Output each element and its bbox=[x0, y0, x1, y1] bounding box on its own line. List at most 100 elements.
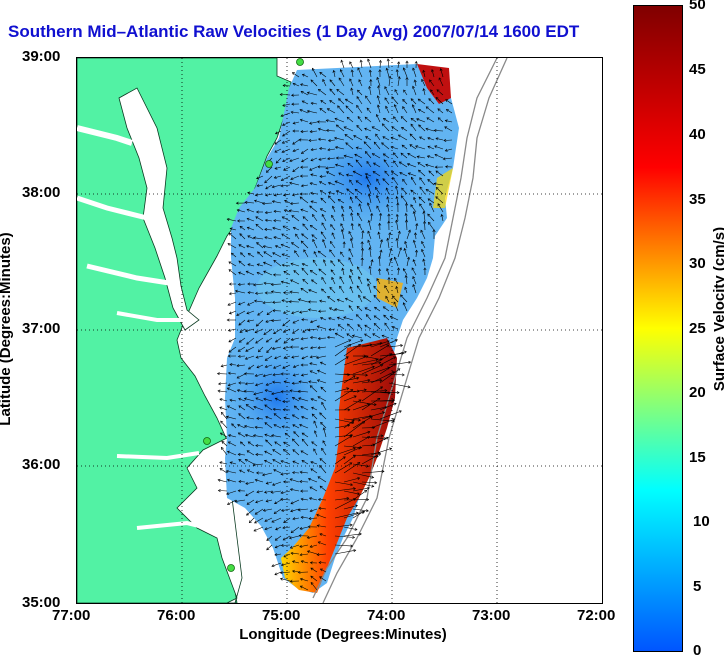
velocity-arrow-head bbox=[309, 205, 313, 209]
velocity-arrow-head bbox=[402, 106, 406, 110]
velocity-arrow-head bbox=[280, 472, 284, 476]
velocity-arrow-head bbox=[300, 363, 304, 367]
velocity-arrow bbox=[385, 106, 390, 114]
velocity-arrow-head bbox=[402, 178, 406, 182]
velocity-arrow bbox=[409, 144, 417, 150]
velocity-arrow bbox=[373, 323, 381, 330]
velocity-arrow-head bbox=[300, 83, 303, 87]
velocity-arrow-head bbox=[417, 109, 421, 112]
velocity-arrow-head bbox=[385, 105, 388, 109]
velocity-arrow bbox=[244, 390, 255, 393]
velocity-arrow-head bbox=[263, 281, 267, 285]
velocity-arrow bbox=[283, 310, 291, 314]
velocity-arrow bbox=[388, 373, 405, 376]
velocity-arrow-head bbox=[229, 363, 233, 367]
velocity-arrow bbox=[350, 269, 354, 276]
velocity-arrow-head bbox=[404, 219, 409, 223]
velocity-arrow-head bbox=[328, 191, 332, 195]
velocity-arrow-head bbox=[365, 509, 369, 513]
velocity-arrow-head bbox=[365, 314, 369, 318]
velocity-arrow bbox=[335, 146, 345, 150]
velocity-arrow-head bbox=[247, 291, 251, 295]
velocity-arrow bbox=[376, 205, 381, 213]
velocity-arrow-head bbox=[293, 431, 297, 435]
velocity-arrow-head bbox=[309, 362, 313, 366]
velocity-arrow-head bbox=[236, 389, 240, 393]
velocity-arrow-head bbox=[322, 427, 326, 431]
velocity-arrow-head bbox=[400, 344, 404, 348]
velocity-arrow bbox=[291, 526, 300, 533]
velocity-arrow-head bbox=[292, 129, 296, 133]
velocity-arrow bbox=[272, 227, 282, 231]
velocity-arrow-head bbox=[321, 222, 325, 226]
velocity-arrow-head bbox=[349, 196, 353, 200]
velocity-arrows bbox=[216, 58, 453, 591]
velocity-arrow-head bbox=[246, 450, 250, 454]
colorbar-label: Surface Velocity (cm/s) bbox=[711, 226, 724, 392]
velocity-arrow-head bbox=[319, 465, 323, 469]
velocity-arrow bbox=[218, 490, 228, 492]
velocity-arrow-head bbox=[425, 163, 429, 167]
velocity-arrow bbox=[300, 209, 309, 213]
velocity-arrow-head bbox=[395, 195, 399, 199]
velocity-arrow-head bbox=[364, 151, 368, 154]
velocity-arrow-head bbox=[346, 333, 350, 337]
velocity-arrow bbox=[282, 225, 291, 231]
map-canvas bbox=[77, 58, 602, 603]
velocity-arrow-head bbox=[439, 68, 443, 72]
velocity-arrow bbox=[371, 126, 381, 132]
velocity-arrow bbox=[434, 154, 444, 159]
velocity-arrow-head bbox=[358, 294, 361, 298]
velocity-arrow-head bbox=[231, 423, 235, 427]
velocity-arrow bbox=[300, 406, 309, 411]
velocity-arrow-head bbox=[364, 116, 368, 120]
velocity-arrow-head bbox=[290, 551, 294, 555]
velocity-arrow bbox=[271, 562, 282, 567]
velocity-arrow-head bbox=[221, 441, 225, 444]
velocity-arrow-head bbox=[257, 312, 261, 316]
map-plot-area[interactable] bbox=[76, 57, 603, 604]
y-tick: 38:00 bbox=[22, 184, 61, 201]
velocity-arrow-head bbox=[282, 366, 286, 369]
velocity-arrow-head bbox=[382, 153, 386, 157]
velocity-arrow-head bbox=[253, 236, 257, 240]
velocity-arrow-head bbox=[395, 219, 399, 223]
velocity-arrow-head bbox=[300, 497, 304, 501]
velocity-arrow-head bbox=[358, 418, 361, 422]
velocity-arrow-head bbox=[379, 378, 383, 383]
velocity-arrow-head bbox=[239, 330, 243, 333]
velocity-arrow-head bbox=[335, 124, 339, 128]
velocity-arrow-head bbox=[373, 294, 377, 298]
velocity-arrow-head bbox=[385, 295, 389, 299]
velocity-arrow bbox=[282, 130, 291, 137]
velocity-arrow-head bbox=[309, 167, 313, 171]
velocity-arrow bbox=[309, 363, 318, 366]
velocity-arrow bbox=[221, 447, 228, 456]
velocity-arrow bbox=[345, 142, 354, 150]
velocity-arrow-head bbox=[282, 193, 286, 197]
velocity-arrow-head bbox=[290, 530, 294, 534]
velocity-arrow-head bbox=[379, 249, 383, 253]
velocity-arrow bbox=[423, 211, 426, 222]
velocity-arrow-head bbox=[301, 438, 305, 442]
velocity-arrow-head bbox=[349, 523, 353, 527]
velocity-arrow-head bbox=[318, 268, 322, 272]
velocity-arrow bbox=[406, 203, 408, 213]
velocity-arrow bbox=[300, 119, 309, 123]
velocity-arrow bbox=[346, 333, 354, 339]
velocity-arrow-head bbox=[383, 159, 387, 163]
velocity-arrow bbox=[423, 88, 426, 96]
velocity-arrow-head bbox=[393, 363, 397, 367]
velocity-arrow-head bbox=[358, 203, 362, 207]
velocity-arrow bbox=[393, 116, 399, 123]
velocity-arrow bbox=[352, 481, 374, 487]
velocity-arrow-head bbox=[265, 193, 268, 197]
velocity-arrow bbox=[264, 229, 273, 231]
velocity-arrow bbox=[313, 420, 318, 429]
velocity-arrow bbox=[228, 328, 237, 331]
velocity-arrow-head bbox=[384, 285, 388, 289]
velocity-arrow-head bbox=[345, 173, 349, 177]
velocity-arrow-head bbox=[271, 392, 275, 396]
velocity-arrow-head bbox=[397, 61, 401, 65]
velocity-arrow-head bbox=[400, 294, 403, 298]
